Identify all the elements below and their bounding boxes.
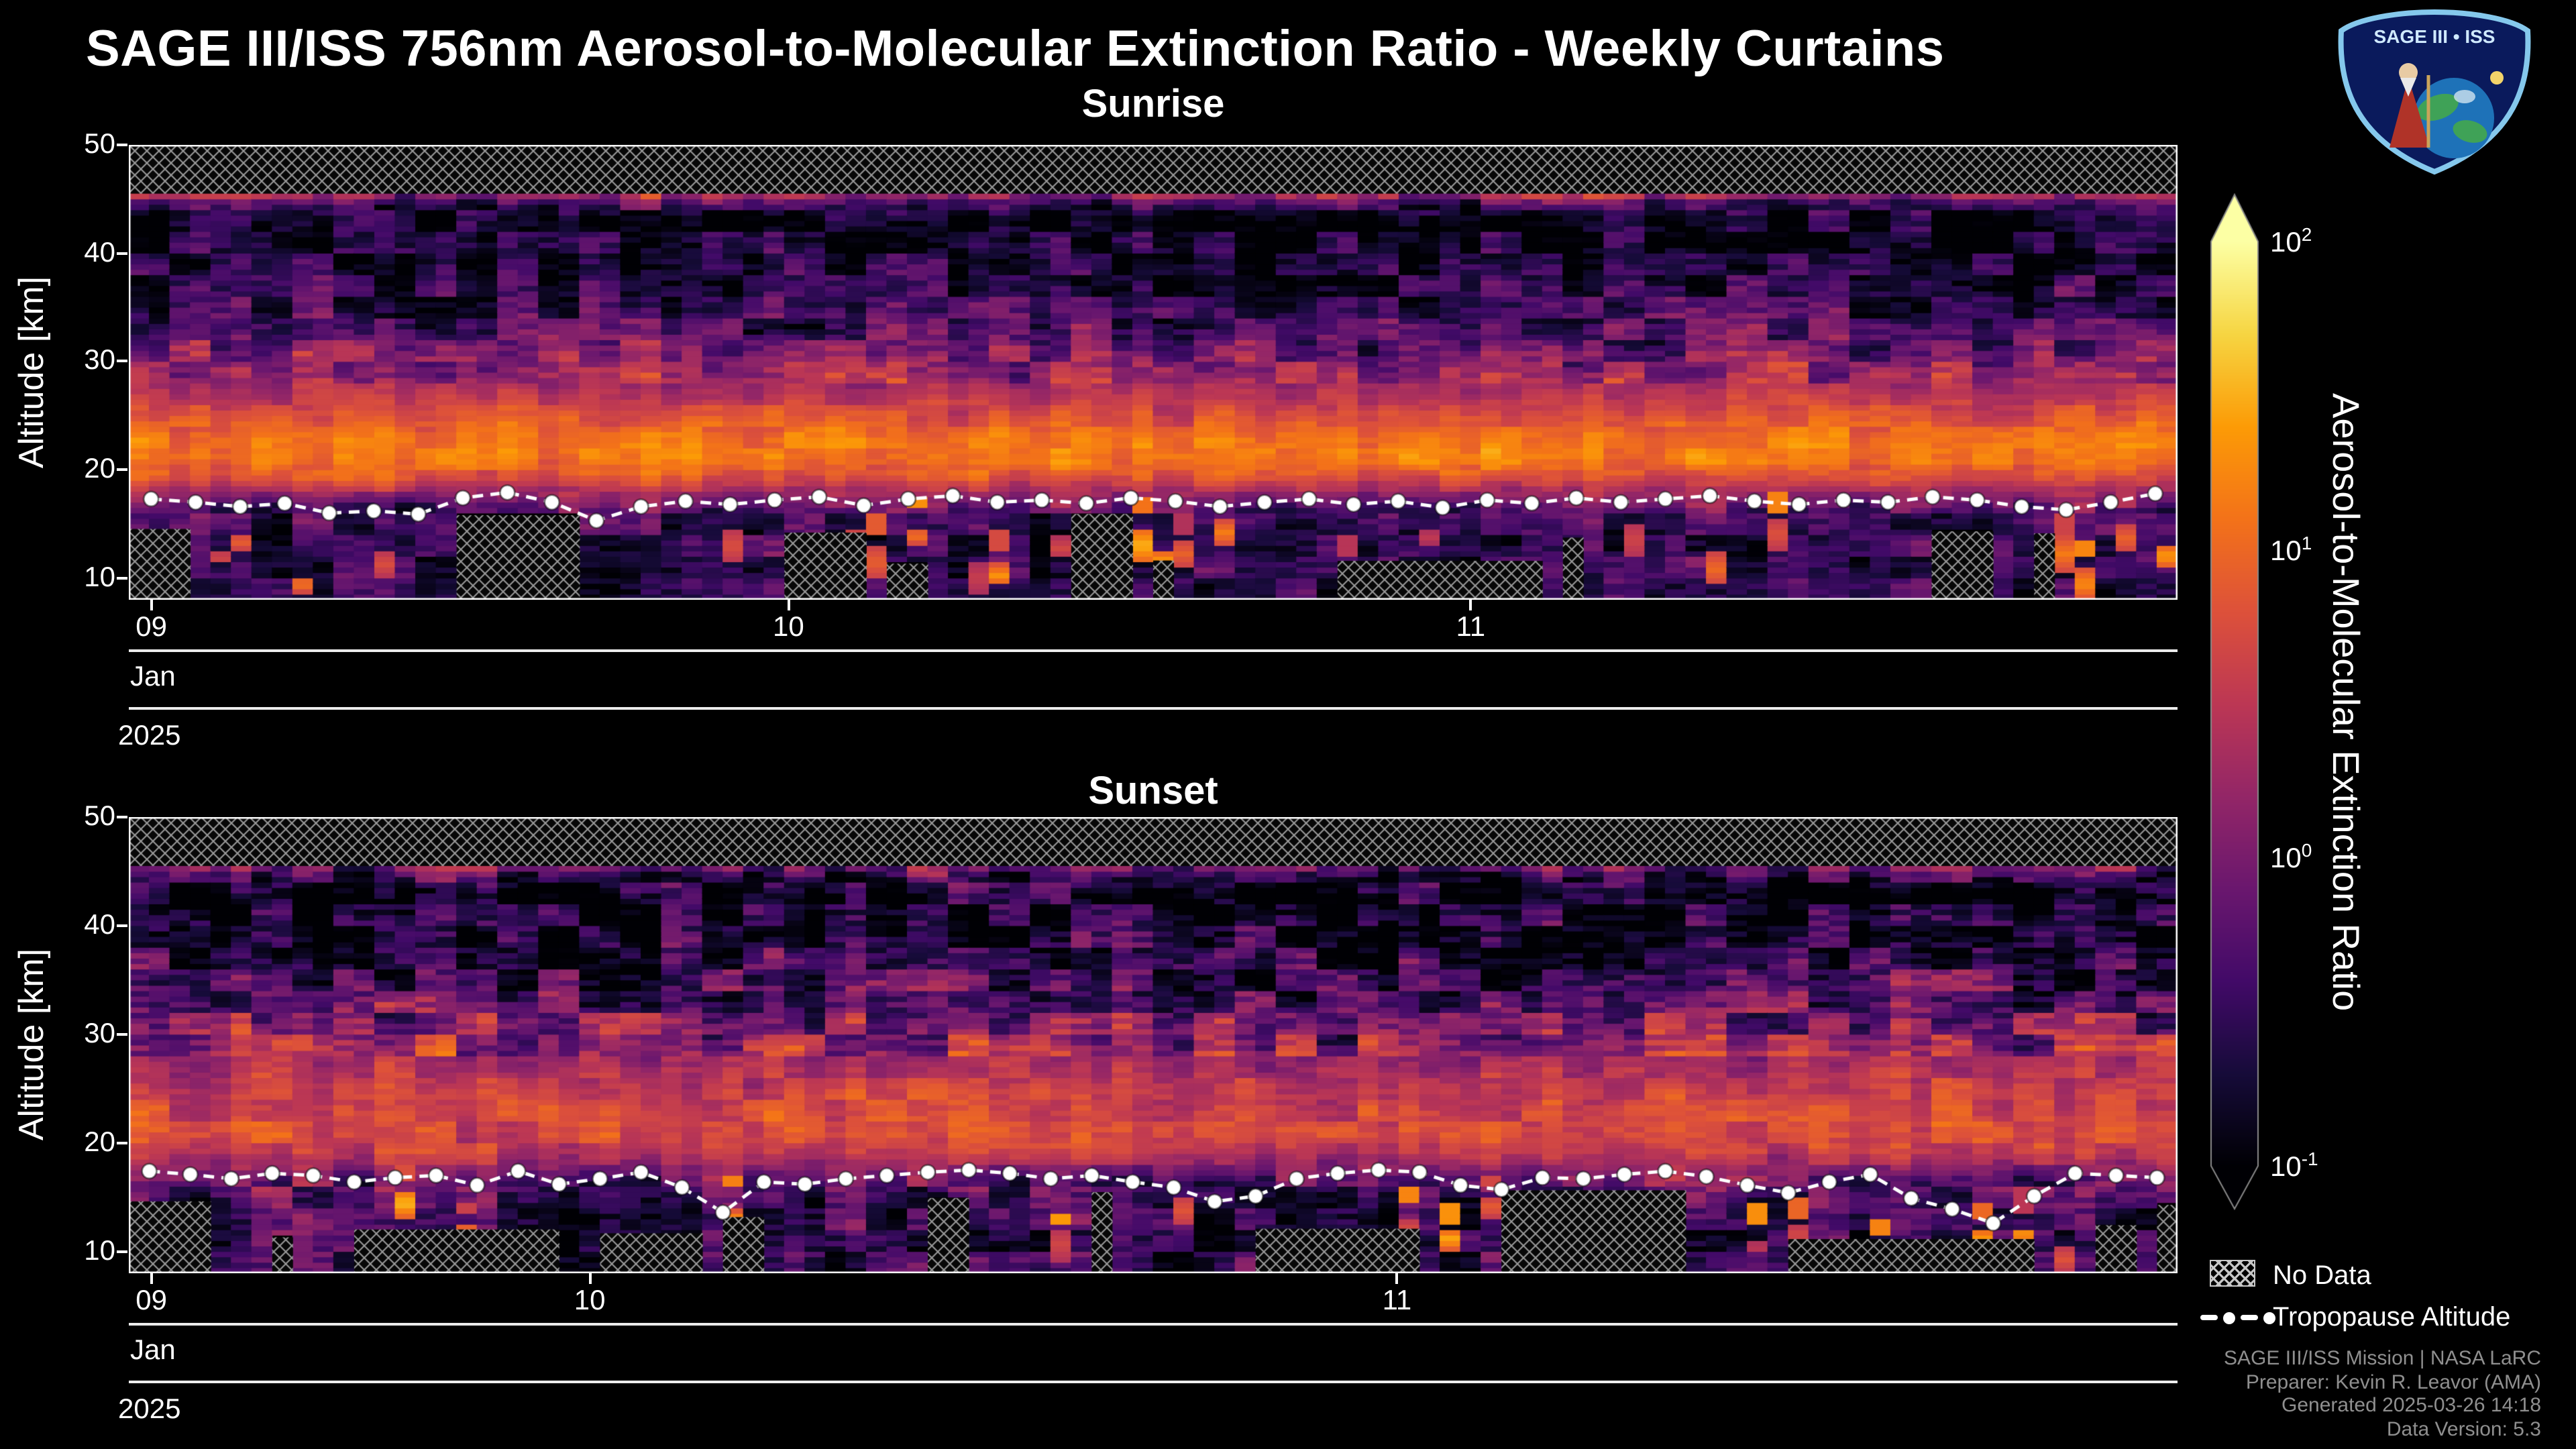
logo-wizard bbox=[2390, 78, 2430, 148]
y-tick-mark bbox=[117, 468, 127, 472]
y-tick-label: 20 bbox=[84, 1126, 115, 1158]
y-tick-label: 10 bbox=[84, 561, 115, 593]
x-tick-mark bbox=[588, 1273, 592, 1284]
y-tick-label: 20 bbox=[84, 453, 115, 485]
figure-title: SAGE III/ISS 756nm Aerosol-to-Molecular … bbox=[86, 21, 1945, 78]
colorbar-label: Aerosol-to-Molecular Extinction Ratio bbox=[2318, 193, 2372, 1210]
legend-dash-icon bbox=[2200, 1315, 2218, 1320]
legend-dot-icon bbox=[2223, 1311, 2235, 1324]
sunset-y-axis-label: Altitude [km] bbox=[8, 817, 54, 1273]
colorbar-label-text: Aerosol-to-Molecular Extinction Ratio bbox=[2325, 392, 2367, 1011]
colorbar-tick-label: 101 bbox=[2270, 531, 2312, 567]
y-tick-label: 40 bbox=[84, 909, 115, 941]
y-tick-mark bbox=[117, 360, 127, 363]
x-tick-label: 09 bbox=[136, 612, 167, 643]
colorbar-tick-label: 10-1 bbox=[2270, 1148, 2318, 1183]
x-tick-label: 10 bbox=[773, 612, 804, 643]
sunrise-y-axis-label-text: Altitude [km] bbox=[10, 276, 50, 469]
logo-moon bbox=[2490, 71, 2504, 85]
y-tick-label: 30 bbox=[84, 345, 115, 376]
y-tick-mark bbox=[117, 576, 127, 580]
sunset-axis-separator-1 bbox=[129, 1323, 2178, 1326]
no-data-legend-label: No Data bbox=[2273, 1261, 2371, 1291]
credit-line-4: Data Version: 5.3 bbox=[2386, 1417, 2541, 1441]
x-tick-mark bbox=[1395, 1273, 1399, 1284]
y-tick-mark bbox=[117, 252, 127, 255]
y-tick-label: 50 bbox=[84, 801, 115, 832]
sage-iii-iss-logo: SAGE III • ISS bbox=[2338, 9, 2531, 175]
colorbar bbox=[2210, 193, 2259, 1210]
sunrise-axis-separator-2 bbox=[129, 707, 2178, 710]
sunrise-y-axis-label: Altitude [km] bbox=[8, 145, 54, 600]
credit-line-1: SAGE III/ISS Mission | NASA LaRC bbox=[2224, 1347, 2541, 1370]
logo-wizard-head bbox=[2399, 63, 2418, 82]
y-tick-mark bbox=[117, 816, 127, 818]
sunrise-plot-title: Sunrise bbox=[1081, 83, 1225, 126]
sunset-month-label: Jan bbox=[130, 1335, 176, 1366]
logo-text: SAGE III • ISS bbox=[2374, 26, 2496, 47]
sunset-y-axis-label-text: Altitude [km] bbox=[10, 949, 50, 1142]
x-tick-mark bbox=[150, 600, 153, 610]
y-tick-label: 10 bbox=[84, 1235, 115, 1267]
x-tick-label: 09 bbox=[136, 1285, 167, 1316]
x-tick-label: 10 bbox=[574, 1285, 606, 1316]
x-tick-mark bbox=[1469, 600, 1472, 610]
credit-line-2: Preparer: Kevin R. Leavor (AMA) bbox=[2245, 1371, 2541, 1394]
credit-line-3: Generated 2025-03-26 14:18 bbox=[2282, 1394, 2541, 1417]
credits: SAGE III/ISS Mission | NASA LaRC Prepare… bbox=[2224, 1347, 2541, 1442]
legend-dash-icon bbox=[2241, 1315, 2258, 1320]
sunset-plot-title: Sunset bbox=[1088, 770, 1218, 813]
sunset-axis-separator-2 bbox=[129, 1381, 2178, 1383]
sunrise-month-label: Jan bbox=[130, 661, 176, 692]
y-tick-mark bbox=[117, 144, 127, 146]
y-tick-mark bbox=[117, 1250, 127, 1253]
x-tick-mark bbox=[787, 600, 790, 610]
no-data-legend-swatch bbox=[2210, 1260, 2255, 1287]
sunset-heatmap bbox=[129, 817, 2178, 1273]
sunrise-axis-separator-1 bbox=[129, 649, 2178, 652]
tropopause-legend-label: Tropopause Altitude bbox=[2273, 1303, 2511, 1332]
y-tick-mark bbox=[117, 1141, 127, 1144]
x-tick-label: 11 bbox=[1382, 1285, 1412, 1316]
sunrise-heatmap bbox=[129, 145, 2178, 600]
legend-dot-icon bbox=[2263, 1311, 2275, 1324]
logo-wizard-beard bbox=[2400, 78, 2416, 97]
sunset-year-label: 2025 bbox=[118, 1394, 181, 1425]
y-tick-label: 30 bbox=[84, 1018, 115, 1049]
sunrise-year-label: 2025 bbox=[118, 720, 181, 751]
y-tick-label: 40 bbox=[84, 237, 115, 268]
colorbar-tick-label: 102 bbox=[2270, 223, 2312, 258]
tropopause-legend-marker bbox=[2200, 1307, 2275, 1328]
x-tick-label: 11 bbox=[1456, 612, 1486, 643]
colorbar-tick-label: 100 bbox=[2270, 839, 2312, 875]
y-tick-label: 50 bbox=[84, 129, 115, 160]
y-tick-mark bbox=[117, 1032, 127, 1036]
x-tick-mark bbox=[150, 1273, 153, 1284]
y-tick-mark bbox=[117, 924, 127, 927]
